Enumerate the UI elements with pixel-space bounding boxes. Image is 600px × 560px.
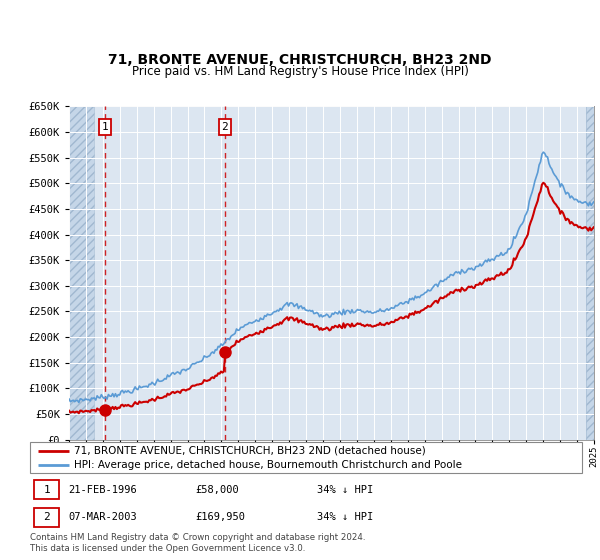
Text: 34% ↓ HPI: 34% ↓ HPI [317, 484, 373, 494]
Bar [586, 106, 594, 440]
FancyBboxPatch shape [34, 480, 59, 500]
Bar [69, 106, 94, 440]
Text: HPI: Average price, detached house, Bournemouth Christchurch and Poole: HPI: Average price, detached house, Bour… [74, 460, 462, 470]
Text: 71, BRONTE AVENUE, CHRISTCHURCH, BH23 2ND (detached house): 71, BRONTE AVENUE, CHRISTCHURCH, BH23 2N… [74, 446, 426, 456]
Text: 1: 1 [101, 122, 108, 132]
Text: Price paid vs. HM Land Registry's House Price Index (HPI): Price paid vs. HM Land Registry's House … [131, 65, 469, 78]
Text: 1: 1 [43, 484, 50, 494]
Text: 34% ↓ HPI: 34% ↓ HPI [317, 512, 373, 522]
Text: 2: 2 [221, 122, 229, 132]
Bar [586, 106, 594, 440]
FancyBboxPatch shape [34, 507, 59, 527]
Text: 2: 2 [43, 512, 50, 522]
Text: 21-FEB-1996: 21-FEB-1996 [68, 484, 137, 494]
Text: 71, BRONTE AVENUE, CHRISTCHURCH, BH23 2ND: 71, BRONTE AVENUE, CHRISTCHURCH, BH23 2N… [108, 54, 492, 68]
Text: £169,950: £169,950 [196, 512, 245, 522]
FancyBboxPatch shape [30, 442, 582, 473]
Bar [69, 106, 94, 440]
Text: Contains HM Land Registry data © Crown copyright and database right 2024.
This d: Contains HM Land Registry data © Crown c… [30, 533, 365, 553]
Text: 07-MAR-2003: 07-MAR-2003 [68, 512, 137, 522]
Text: £58,000: £58,000 [196, 484, 239, 494]
